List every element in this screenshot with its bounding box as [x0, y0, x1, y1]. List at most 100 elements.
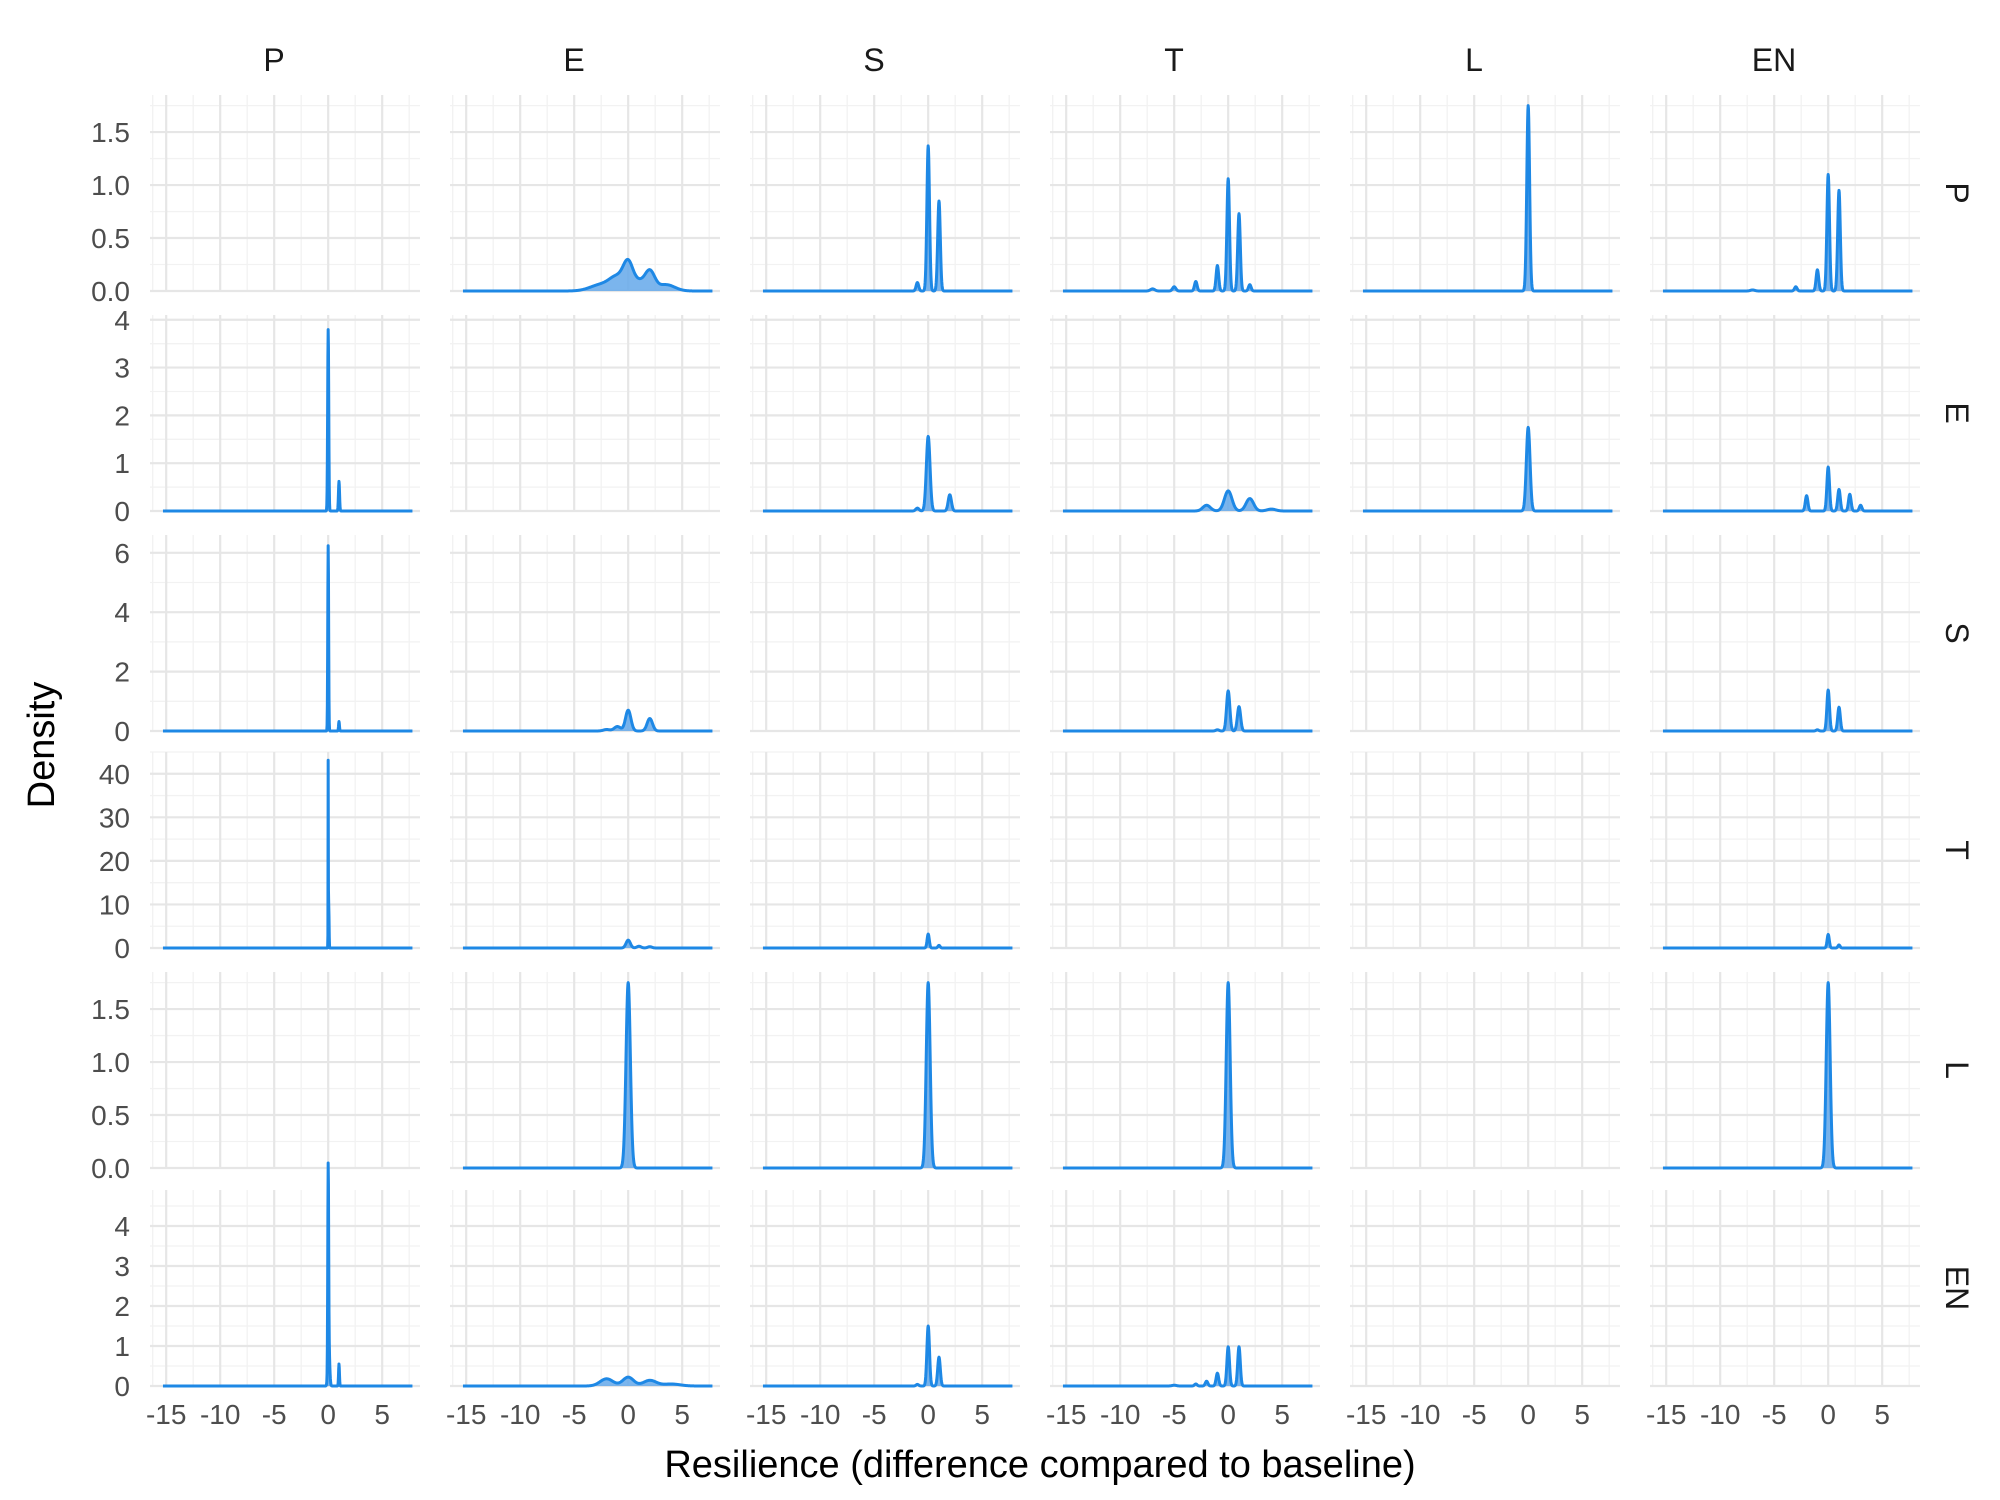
density-line	[761, 1324, 1014, 1388]
x-tick-label: 5	[1874, 1399, 1890, 1430]
density-line	[1661, 933, 1914, 950]
panel-EN-P	[150, 1161, 420, 1388]
y-tick-label: 40	[99, 759, 130, 790]
x-tick-label: -5	[1762, 1399, 1787, 1430]
panel-S-T	[1050, 535, 1320, 733]
density-area	[1662, 690, 1913, 731]
x-tick-label: -5	[562, 1399, 587, 1430]
column-strip-label-S: S	[863, 42, 884, 78]
density-line	[461, 257, 714, 293]
panel-P-T	[1050, 95, 1320, 293]
density-area	[762, 145, 1013, 291]
x-tick-label: 0	[1220, 1399, 1236, 1430]
panel-E-E	[450, 315, 720, 513]
density-area	[762, 982, 1013, 1168]
density-line	[161, 758, 414, 950]
y-tick-label: 2	[114, 657, 130, 688]
x-tick-label: 0	[620, 1399, 636, 1430]
panel-E-EN	[1650, 315, 1920, 513]
density-line	[1661, 172, 1914, 293]
density-line	[461, 1375, 714, 1388]
density-area	[1062, 178, 1313, 291]
y-tick-labels: 0.00.51.01.50123402460102030400.00.51.01…	[91, 117, 130, 1402]
x-tick-label: 5	[674, 1399, 690, 1430]
y-tick-label: 2	[114, 1291, 130, 1322]
panel-P-E	[450, 95, 720, 293]
row-strip-label-EN: EN	[1939, 1266, 1975, 1310]
y-tick-label: 0.5	[91, 223, 130, 254]
density-area	[1062, 690, 1313, 731]
density-line	[761, 981, 1014, 1170]
x-tick-label: 5	[974, 1399, 990, 1430]
y-tick-label: 0.5	[91, 1100, 130, 1131]
x-tick-label: -15	[146, 1399, 186, 1430]
density-line	[1061, 1345, 1314, 1388]
y-tick-label: 30	[99, 802, 130, 833]
panel-S-E	[450, 535, 720, 733]
column-strip-label-L: L	[1465, 42, 1483, 78]
y-tick-label: 4	[114, 305, 130, 336]
y-tick-label: 6	[114, 538, 130, 569]
column-strip-label-P: P	[263, 42, 284, 78]
panel-P-L	[1350, 95, 1620, 293]
row-strip-label-E: E	[1939, 402, 1975, 423]
panel-E-L	[1350, 315, 1620, 513]
density-area	[462, 259, 713, 291]
panel-P-S	[750, 95, 1020, 293]
x-tick-label: -15	[1646, 1399, 1686, 1430]
y-axis-title: Density	[21, 682, 63, 809]
density-line	[1061, 177, 1314, 293]
column-strip-label-T: T	[1164, 42, 1184, 78]
panel-L-S	[750, 972, 1020, 1170]
row-strip-label-P: P	[1939, 182, 1975, 203]
panel-EN-S	[750, 1190, 1020, 1388]
panels-layer	[150, 95, 1920, 1388]
density-area	[1662, 467, 1913, 511]
density-area	[162, 545, 413, 731]
panel-L-L	[1350, 972, 1620, 1170]
density-area	[1362, 105, 1613, 291]
x-tick-label: 5	[1574, 1399, 1590, 1430]
y-tick-label: 0	[114, 716, 130, 747]
panel-L-E	[450, 972, 720, 1170]
y-tick-label: 4	[114, 1211, 130, 1242]
y-tick-label: 10	[99, 889, 130, 920]
density-area	[1662, 174, 1913, 291]
density-line	[1061, 689, 1314, 733]
density-line	[1361, 425, 1614, 513]
column-strip-labels: P E S T L EN	[263, 42, 1796, 78]
y-tick-label: 1.0	[91, 1047, 130, 1078]
y-tick-label: 0.0	[91, 276, 130, 307]
density-area	[1662, 982, 1913, 1168]
x-tick-label: -10	[200, 1399, 240, 1430]
panel-EN-E	[450, 1190, 720, 1388]
y-tick-label: 4	[114, 597, 130, 628]
panel-S-L	[1350, 535, 1620, 733]
panel-P-EN	[1650, 95, 1920, 293]
panel-E-T	[1050, 315, 1320, 513]
panel-S-EN	[1650, 535, 1920, 733]
x-tick-label: -5	[1462, 1399, 1487, 1430]
density-line	[461, 981, 714, 1170]
panel-S-P	[150, 535, 420, 733]
x-tick-label: -5	[1162, 1399, 1187, 1430]
panel-T-L	[1350, 751, 1620, 950]
panel-P-P	[150, 95, 420, 293]
density-line	[761, 932, 1014, 950]
density-line	[161, 328, 414, 513]
y-tick-label: 0	[114, 1371, 130, 1402]
x-tick-labels: -15 -10 -5 0 5 -15 -10 -5 0 5 -15 -10 -5 0 5 -15 -10 -5 0 5…	[146, 1399, 1890, 1430]
column-strip-label-EN: EN	[1752, 42, 1796, 78]
x-tick-label: 0	[920, 1399, 936, 1430]
density-line	[1361, 104, 1614, 293]
density-line	[1661, 465, 1914, 513]
density-area	[1062, 490, 1313, 511]
density-area	[762, 934, 1013, 948]
density-line	[161, 1161, 414, 1388]
density-line	[461, 938, 714, 950]
density-area	[462, 710, 713, 731]
y-tick-label: 2	[114, 400, 130, 431]
panel-E-P	[150, 315, 420, 513]
y-tick-label: 3	[114, 353, 130, 384]
density-area	[162, 329, 413, 511]
